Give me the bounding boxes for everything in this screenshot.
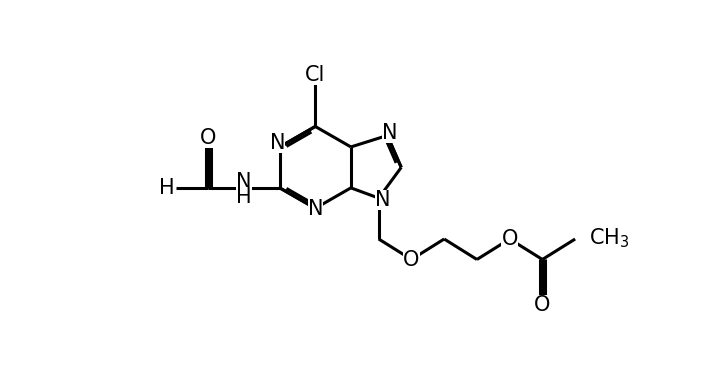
Text: Cl: Cl bbox=[305, 64, 325, 84]
Text: O: O bbox=[534, 295, 551, 315]
Text: N: N bbox=[270, 133, 286, 153]
Text: N: N bbox=[236, 172, 252, 192]
Text: O: O bbox=[200, 128, 217, 148]
Text: CH$_3$: CH$_3$ bbox=[589, 226, 630, 250]
Text: H: H bbox=[236, 187, 252, 207]
Text: N: N bbox=[382, 124, 397, 144]
Text: N: N bbox=[375, 190, 390, 210]
Text: O: O bbox=[403, 250, 419, 270]
Text: N: N bbox=[307, 199, 323, 219]
Text: H: H bbox=[159, 178, 174, 198]
Text: O: O bbox=[502, 229, 518, 249]
